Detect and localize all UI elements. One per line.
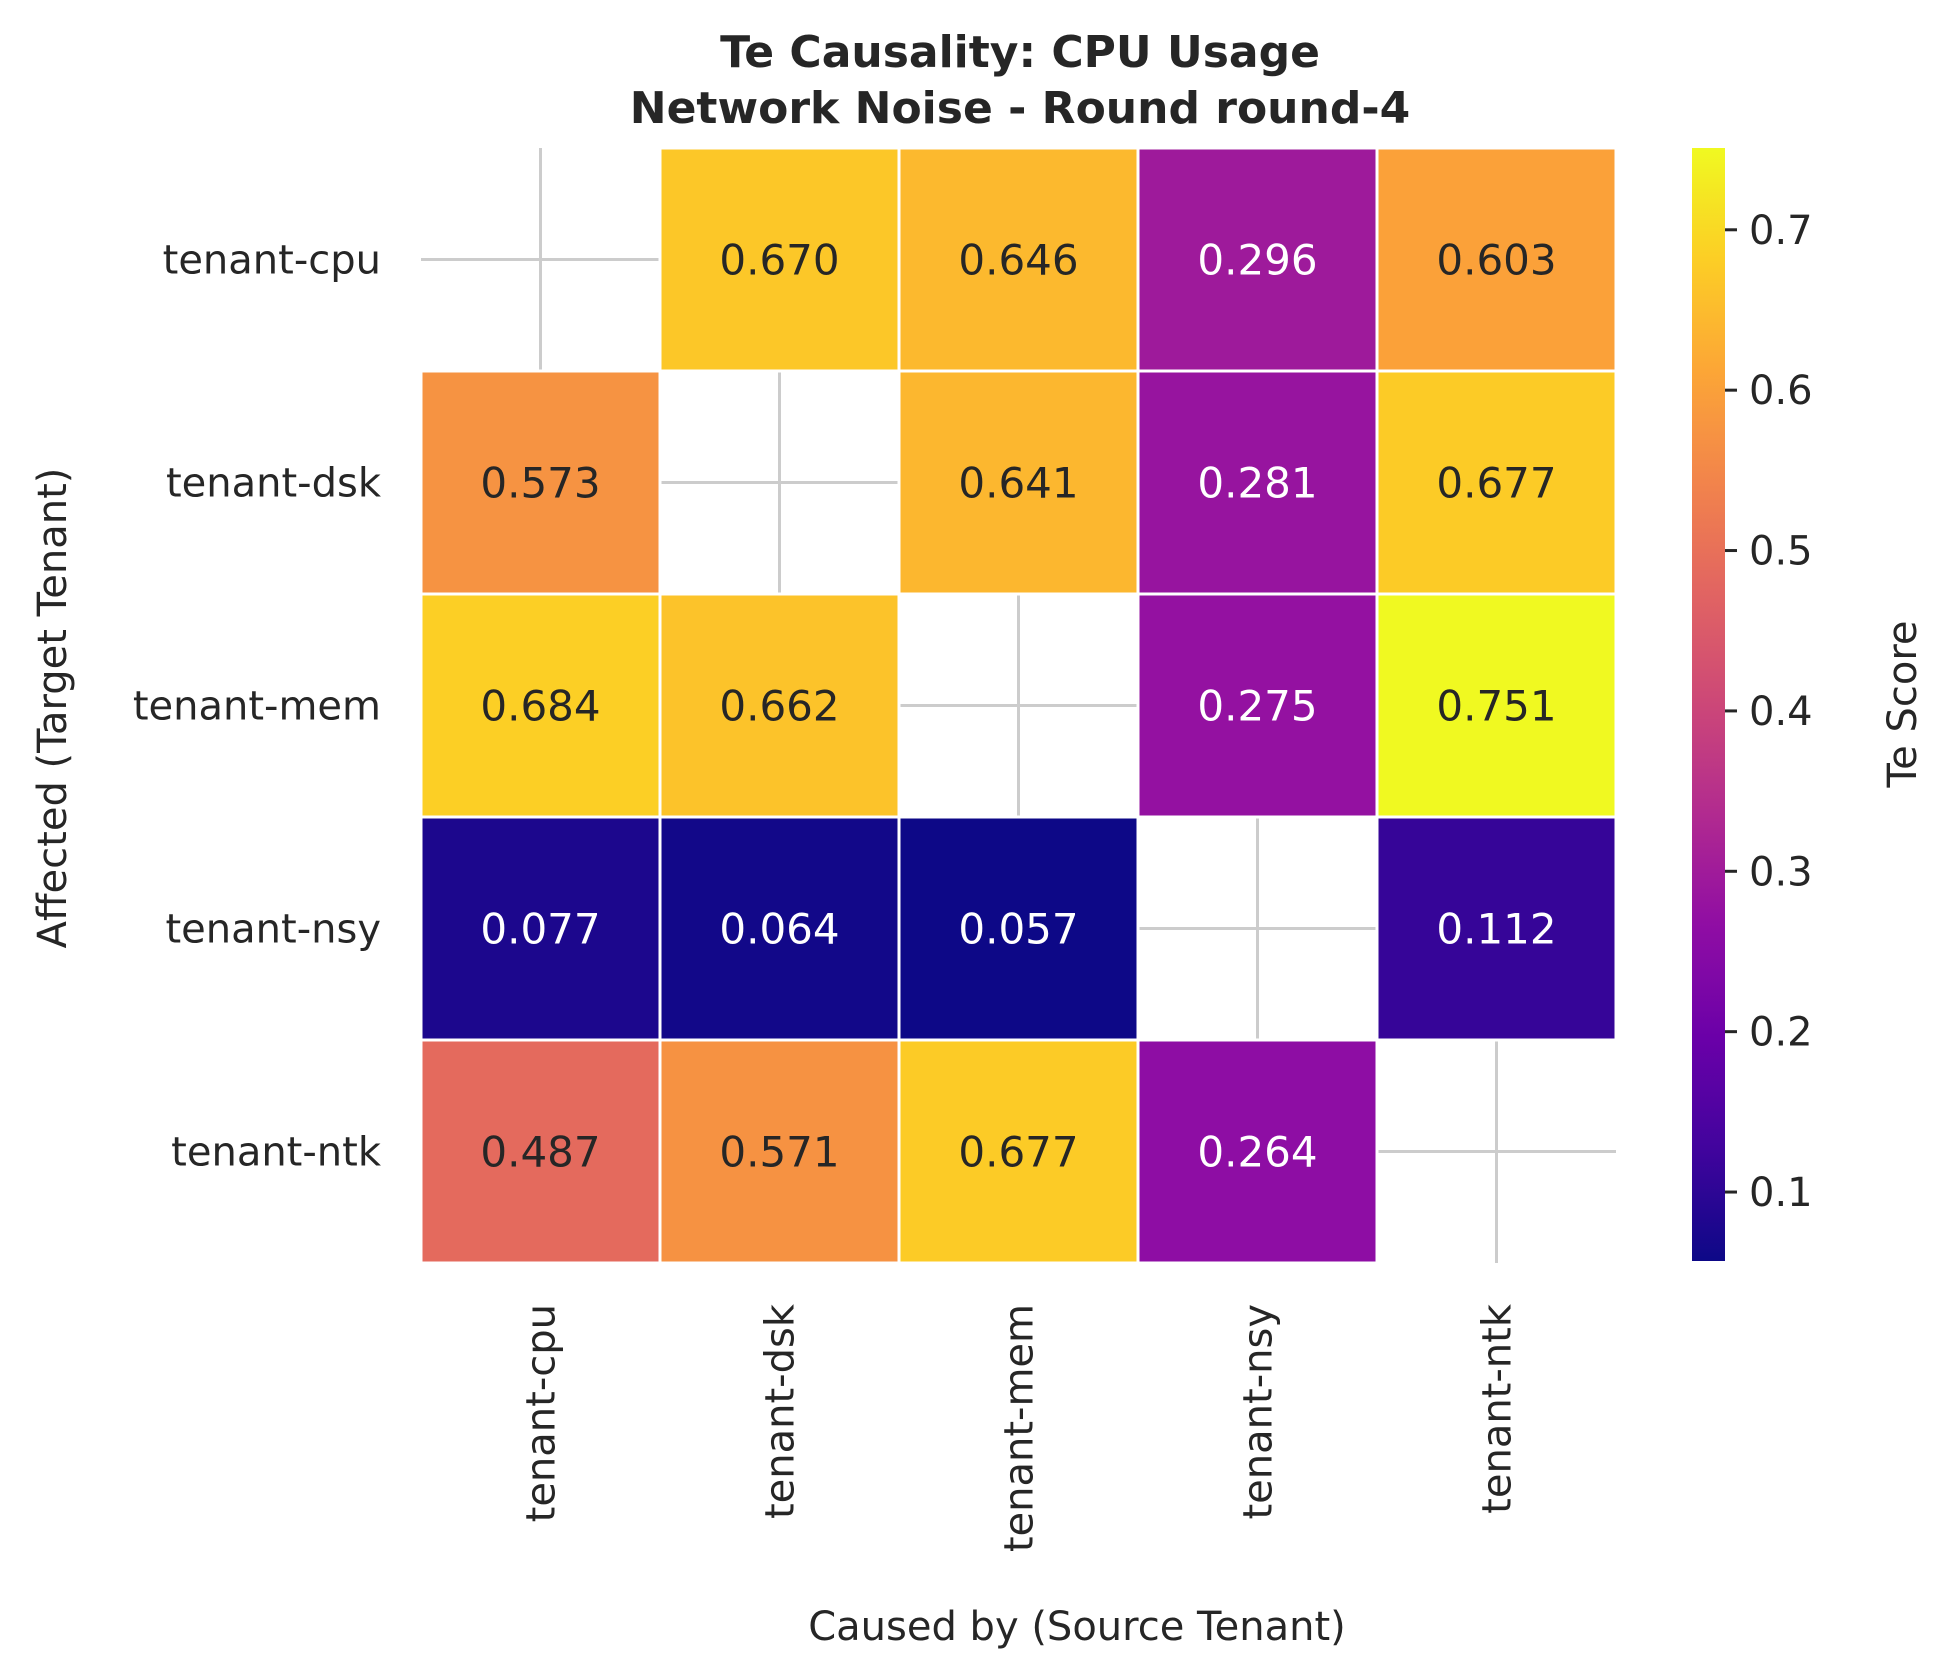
heatmap-cell-value: 0.487: [480, 1128, 600, 1177]
x-tick-label: tenant-cpu: [519, 1304, 565, 1522]
heatmap-cell: [1136, 369, 1379, 596]
heatmap-cell: [419, 369, 662, 596]
x-axis-tick-labels: tenant-cpu tenant-dsk tenant-mem tenant-nsy…: [519, 1303, 1521, 1552]
colorbar-tick-label: 0.3: [1749, 849, 1813, 895]
y-axis-label: Affected (Target Tenant): [30, 468, 76, 949]
heatmap-cell-value: 0.275: [1197, 682, 1317, 731]
heatmap-cell: [1375, 815, 1618, 1042]
heatmap-cell: [1136, 592, 1379, 819]
colorbar-tick-label: 0.6: [1749, 368, 1813, 414]
heatmap-cell-value: 0.296: [1197, 236, 1317, 285]
chart-title-line-1: Te Causality: CPU Usage: [720, 27, 1320, 78]
heatmap-cell-value: 0.077: [480, 905, 600, 954]
chart-title-line-2: Network Noise - Round round-4: [630, 83, 1410, 134]
x-tick-label: tenant-dsk: [758, 1303, 804, 1519]
x-axis-label: Caused by (Source Tenant): [808, 1604, 1346, 1650]
heatmap-cell: [1136, 1038, 1379, 1265]
colorbar-tick-label: 0.1: [1749, 1170, 1813, 1216]
heatmap-cell-value: 0.641: [958, 459, 1078, 508]
heatmap-cell: [897, 369, 1140, 596]
heatmap-cell-value: 0.064: [719, 905, 839, 954]
heatmap-cell-value: 0.281: [1197, 459, 1317, 508]
heatmap-cell-value: 0.662: [719, 682, 839, 731]
colorbar-tick-label: 0.7: [1749, 208, 1813, 254]
heatmap-cell: [897, 146, 1140, 373]
heatmap-cell-labels: 0.670 0.646 0.296 0.603 0.573 0.641 0.281 0.677…: [480, 236, 1556, 1177]
heatmap-cell: [897, 815, 1140, 1042]
colorbar-tick-label: 0.2: [1749, 1010, 1813, 1056]
heatmap-cell-value: 0.057: [958, 905, 1078, 954]
x-tick-label: tenant-nsy: [1236, 1304, 1282, 1520]
heatmap-cell-value: 0.751: [1436, 682, 1556, 731]
heatmap-cell: [419, 815, 662, 1042]
heatmap-cell: [897, 1038, 1140, 1265]
x-tick-label: tenant-mem: [997, 1304, 1043, 1552]
heatmap-cell: [419, 592, 662, 819]
heatmap-cell-value: 0.646: [958, 236, 1078, 285]
colorbar-ticks: 0.1 0.2 0.3 0.4 0.5 0.6 0.7: [1725, 208, 1813, 1216]
heatmap-cell: [1375, 369, 1618, 596]
y-tick-label: tenant-dsk: [166, 461, 382, 507]
heatmap-cell: [658, 1038, 901, 1265]
colorbar-label: Te Score: [1880, 621, 1926, 789]
heatmap-cell: [1375, 146, 1618, 373]
y-tick-label: tenant-ntk: [171, 1130, 382, 1176]
heatmap-cell-value: 0.677: [1436, 459, 1556, 508]
y-axis-tick-labels: tenant-cpu tenant-dsk tenant-mem tenant-nsy…: [133, 238, 382, 1176]
heatmap-cell: [1375, 592, 1618, 819]
heatmap-cell: [419, 1038, 662, 1265]
heatmap-cell: [658, 815, 901, 1042]
colorbar-tick-label: 0.4: [1749, 689, 1813, 735]
heatmap-cell-value: 0.603: [1436, 236, 1556, 285]
heatmap-cell-value: 0.670: [719, 236, 839, 285]
heatmap-cell-value: 0.264: [1197, 1128, 1317, 1177]
heatmap-cells: [419, 146, 1618, 1265]
y-tick-label: tenant-nsy: [166, 907, 382, 953]
heatmap-cell: [658, 592, 901, 819]
heatmap-cell-value: 0.677: [958, 1128, 1078, 1177]
heatmap-cell-value: 0.571: [719, 1128, 839, 1177]
heatmap-cell-value: 0.684: [480, 682, 600, 731]
heatmap-cell-value: 0.573: [480, 459, 600, 508]
heatmap-cell-value: 0.112: [1436, 905, 1556, 954]
y-tick-label: tenant-mem: [133, 684, 381, 730]
colorbar-tick-label: 0.5: [1749, 529, 1813, 575]
x-tick-label: tenant-ntk: [1475, 1303, 1521, 1514]
chart-title: Te Causality: CPU Usage Network Noise - …: [630, 27, 1410, 134]
colorbar: [1692, 148, 1725, 1261]
y-tick-label: tenant-cpu: [163, 238, 381, 284]
